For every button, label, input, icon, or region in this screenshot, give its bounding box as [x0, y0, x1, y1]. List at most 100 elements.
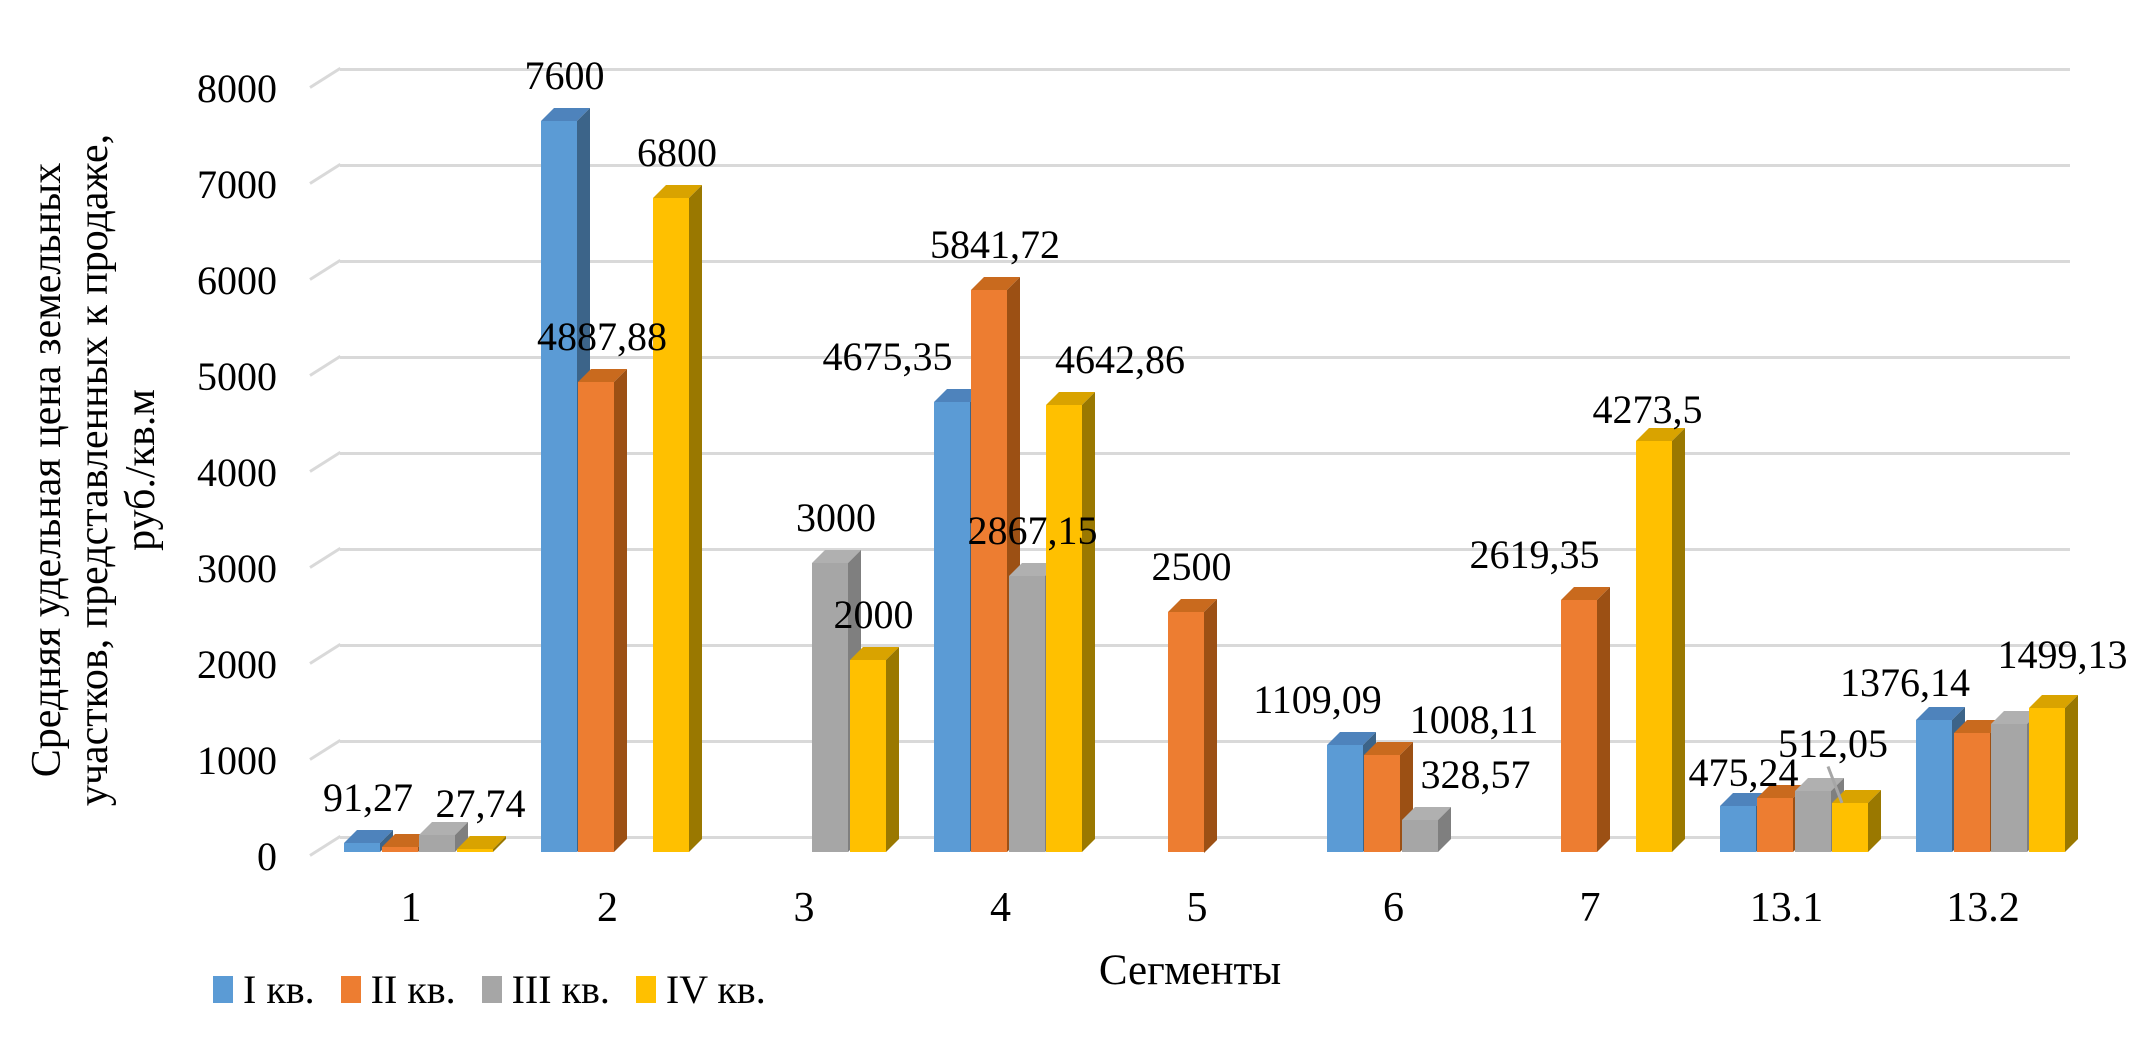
bar-front-face	[812, 563, 848, 852]
bar-side-face	[614, 368, 627, 852]
bar-front-face	[419, 834, 455, 852]
x-tick-label-3: 3	[793, 885, 815, 931]
legend-swatch-icon	[481, 976, 502, 1003]
bar-front-face	[1794, 791, 1831, 852]
x-tick-label-5: 5	[1186, 885, 1208, 931]
bar-front-face	[1364, 755, 1400, 852]
bar-value-label: 91,27	[323, 775, 413, 821]
x-tick-label-4: 4	[990, 885, 1011, 931]
bar-front-face	[933, 402, 970, 852]
bar-side-face	[885, 646, 899, 852]
bar-front-face	[1401, 820, 1438, 852]
gridline-tick-connector-1000	[309, 738, 342, 761]
bar-value-label: 4887,88	[537, 313, 667, 359]
bar-value-label: 4642,86	[1055, 337, 1185, 383]
bar-side-face	[1082, 392, 1095, 852]
bar-front-face	[1635, 440, 1672, 852]
bar-front-face	[1916, 719, 1952, 852]
gridline-tick-connector-3000	[309, 546, 342, 569]
x-tick-label-1: 1	[400, 885, 422, 931]
y-tick-label-2000: 2000	[197, 642, 277, 687]
bar-value-label: 2619,35	[1469, 532, 1600, 578]
legend-label: II кв.	[370, 967, 456, 1012]
bar-front-face	[849, 659, 886, 852]
bar-front-face	[344, 843, 380, 852]
bar-front-face	[1560, 600, 1597, 852]
legend-swatch-icon	[213, 976, 233, 1003]
legend: I кв. II кв. III кв. IV кв.	[213, 966, 766, 1013]
bar-front-face	[1991, 724, 2027, 852]
bar-value-label: 475,24	[1688, 750, 1799, 796]
bar-value-label: 6800	[637, 129, 717, 175]
bar-front-face	[456, 849, 493, 852]
x-tick-label-6: 6	[1383, 885, 1404, 931]
legend-label: IV кв.	[665, 967, 766, 1012]
gridline-4000	[340, 451, 2070, 455]
y-tick-label-5000: 5000	[197, 354, 277, 399]
gridline-tick-connector-2000	[309, 642, 342, 665]
gridline-tick-connector-7000	[309, 162, 342, 185]
gridline-tick-connector-0	[309, 834, 342, 857]
bar-value-label: 1499,13	[1997, 631, 2128, 677]
bar-front-face	[578, 381, 614, 852]
bar-side-face	[689, 184, 702, 852]
gridline-5000	[340, 355, 2070, 359]
bar-front-face	[381, 846, 418, 852]
bar-value-label: 1008,11	[1409, 697, 1539, 743]
y-tick-label-6000: 6000	[197, 258, 277, 303]
x-tick-label-2: 2	[597, 885, 618, 931]
bar-value-label: 2000	[833, 591, 914, 637]
gridline-tick-connector-4000	[309, 450, 342, 473]
y-tick-label-4000: 4000	[197, 450, 277, 495]
bar-value-label: 27,74	[435, 781, 526, 827]
gridline-6000	[340, 259, 2070, 263]
bar-side-face	[1596, 587, 1610, 852]
bar-value-label: 1109,09	[1253, 677, 1382, 723]
y-tick-label-8000: 8000	[197, 66, 277, 111]
bar-value-label: 1376,14	[1840, 659, 1970, 705]
gridline-7000	[340, 163, 2070, 167]
legend-swatch-icon	[635, 976, 656, 1003]
x-axis-title: Сегменты	[1098, 947, 1282, 994]
bar-value-label: 5841,72	[930, 222, 1060, 268]
y-tick-label-7000: 7000	[197, 162, 277, 207]
legend-item-4: IV кв.	[635, 966, 766, 1013]
bar-value-label: 512,05	[1778, 720, 1888, 766]
x-tick-label-13.1: 13.1	[1749, 885, 1824, 931]
x-tick-label-13.2: 13.2	[1946, 885, 2020, 931]
bar-front-face	[971, 290, 1007, 852]
legend-swatch-icon	[340, 976, 361, 1003]
bar-front-face	[1046, 405, 1082, 852]
bar-side-face	[1203, 598, 1217, 852]
bar-front-face	[1326, 745, 1363, 852]
bar-value-label: 4675,35	[822, 334, 953, 380]
bar-value-label: 2500	[1151, 543, 1232, 589]
bar-value-label: 3000	[796, 495, 876, 541]
gridline-tick-connector-6000	[309, 258, 342, 281]
legend-item-3: III кв.	[481, 966, 610, 1013]
bar-front-face	[653, 197, 689, 852]
gridline-tick-connector-5000	[309, 354, 342, 377]
legend-item-1: I кв.	[213, 966, 315, 1013]
legend-label: I кв.	[243, 967, 315, 1012]
gridline-tick-connector-8000	[309, 66, 342, 89]
y-tick-label-3000: 3000	[197, 546, 277, 591]
bar-front-face	[1167, 611, 1204, 852]
gridline-3000	[340, 547, 2070, 551]
bar-front-face	[540, 120, 577, 852]
bar-value-label: 328,57	[1420, 752, 1531, 798]
bar-side-face	[2064, 694, 2078, 852]
bar-front-face	[1953, 732, 1990, 852]
bar-value-label: 2867,15	[967, 508, 1098, 554]
legend-item-2: II кв.	[340, 966, 456, 1013]
gridline-8000	[340, 67, 2070, 71]
bar-front-face	[1832, 802, 1868, 852]
bar-front-face	[2028, 707, 2065, 852]
bar-value-label: 4273,5	[1592, 386, 1703, 432]
bar-front-face	[1757, 798, 1793, 852]
x-tick-label-7: 7	[1579, 885, 1601, 931]
bar-value-label: 7600	[524, 52, 605, 98]
bar-front-face	[1719, 806, 1756, 852]
